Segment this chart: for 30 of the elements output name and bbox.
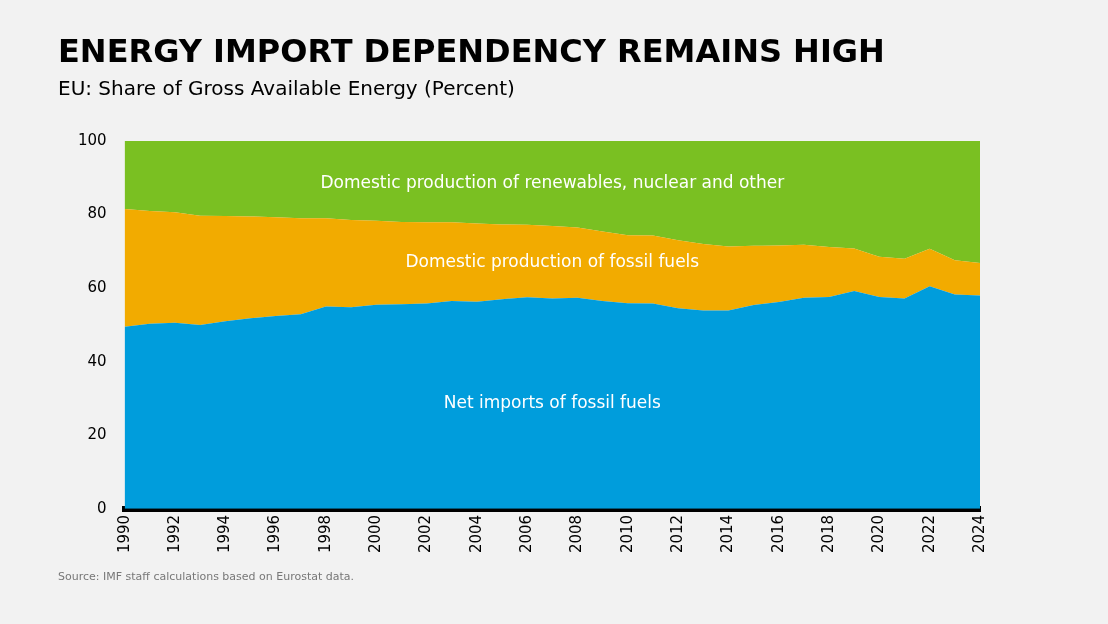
series-label: Domestic production of renewables, nuclear and other <box>320 171 785 192</box>
x-tick-label: 2010 <box>617 514 636 554</box>
y-tick-label: 100 <box>77 130 107 149</box>
x-tick-label: 1994 <box>215 514 234 554</box>
y-tick-label: 80 <box>87 204 107 223</box>
x-tick-label: 2024 <box>969 514 988 554</box>
x-tick-label: 2020 <box>869 514 888 554</box>
x-tick-label: 1990 <box>114 514 133 554</box>
x-tick-label: 2018 <box>818 514 837 554</box>
y-tick-label: 0 <box>97 498 107 517</box>
y-tick-label: 20 <box>87 425 107 444</box>
chart-subtitle: EU: Share of Gross Available Energy (Percent) <box>58 76 515 100</box>
chart-title: ENERGY IMPORT DEPENDENCY REMAINS HIGH <box>58 32 885 70</box>
x-tick-label: 1996 <box>265 514 284 554</box>
x-tick-label: 2016 <box>768 514 787 554</box>
y-tick-label: 60 <box>87 278 107 297</box>
y-tick-label: 40 <box>87 351 107 370</box>
x-tick-label: 2014 <box>718 514 737 554</box>
x-tick-label: 2006 <box>517 514 536 554</box>
x-tick-label: 2002 <box>416 514 435 554</box>
series-label: Domestic production of fossil fuels <box>405 250 700 271</box>
x-tick-label: 2004 <box>466 514 485 554</box>
series-label: Net imports of fossil fuels <box>443 392 662 413</box>
x-tick-label: 2022 <box>919 514 938 554</box>
x-tick-label: 1998 <box>315 514 334 554</box>
x-tick-label: 1992 <box>164 514 183 554</box>
source-note: Source: IMF staff calculations based on Eurostat data. <box>58 570 355 583</box>
x-tick-label: 2012 <box>668 514 686 554</box>
x-tick-label: 2008 <box>567 514 586 554</box>
x-tick-label: 2000 <box>366 514 385 554</box>
